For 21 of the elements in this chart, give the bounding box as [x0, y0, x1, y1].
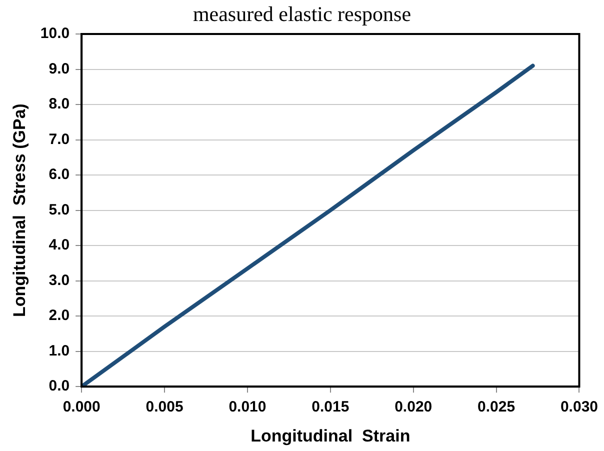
y-tick-label: 2.0 [48, 307, 70, 324]
x-tick-label: 0.015 [312, 398, 350, 416]
x-tick-label: 0.010 [228, 398, 266, 416]
x-tick-label: 0.000 [62, 398, 100, 416]
y-tick-label: 0.0 [48, 378, 70, 395]
y-tick-label: 7.0 [48, 130, 70, 148]
x-tick-label: 0.005 [146, 398, 184, 416]
y-tick-label: 5.0 [48, 201, 70, 218]
y-axis-title: Longitudinal Stress (GPa) [10, 104, 29, 318]
y-tick-label: 8.0 [48, 96, 70, 113]
x-axis-title: Longitudinal Strain [250, 426, 410, 446]
y-tick-label: 10.0 [40, 25, 70, 42]
x-tick-label: 0.030 [560, 398, 598, 416]
y-tick-label: 4.0 [48, 236, 70, 254]
y-tick-label: 6.0 [48, 166, 70, 184]
y-tick-label: 3.0 [48, 272, 70, 289]
x-tick-label: 0.025 [478, 398, 516, 416]
chart-title: measured elastic response [192, 2, 412, 26]
y-tick-label: 9.0 [48, 60, 70, 78]
x-tick-label: 0.020 [394, 398, 432, 416]
y-tick-label: 1.0 [48, 342, 70, 360]
